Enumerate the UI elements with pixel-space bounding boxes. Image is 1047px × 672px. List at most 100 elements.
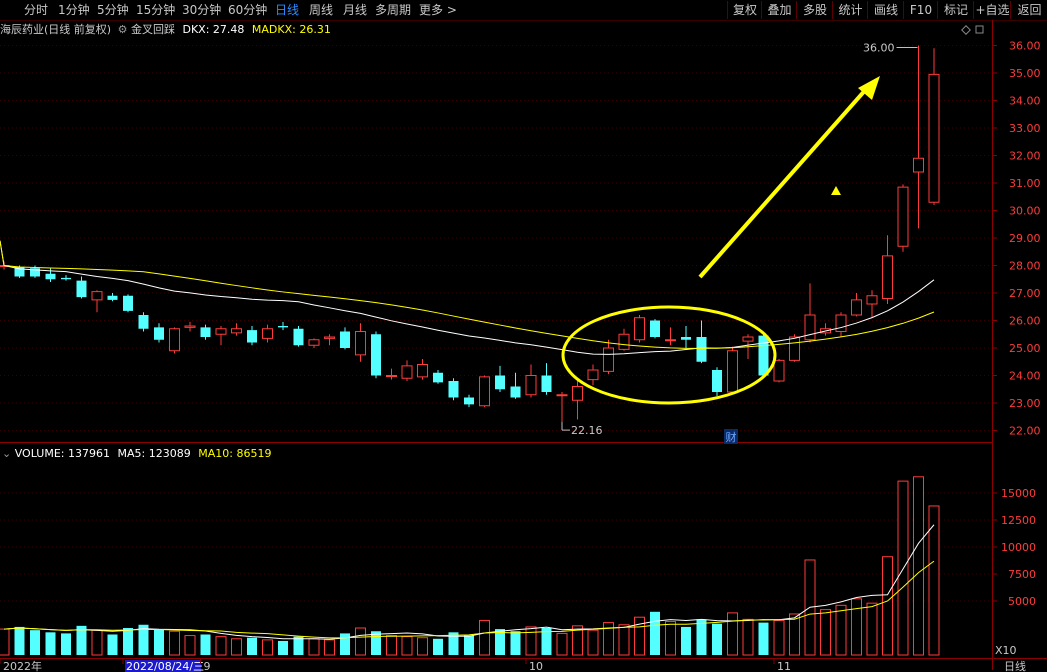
- volume-bar-down: [510, 631, 521, 655]
- price-tick-label: 22.00: [1009, 425, 1041, 438]
- period-tab-7[interactable]: 周线: [309, 3, 334, 17]
- period-tab-9[interactable]: 多周期: [375, 3, 412, 17]
- candle-body-up: [572, 386, 583, 401]
- price-tick-label: 34.00: [1009, 95, 1041, 108]
- candle-body-up: [742, 336, 754, 342]
- candle-body-down: [107, 295, 118, 300]
- candle-body-up: [355, 331, 366, 356]
- kline-chart[interactable]: 22.00 23.00 24.00 25.00 26.00 27.00 28.00 29.00…: [0, 20, 1047, 672]
- volume-bar-up: [169, 630, 180, 656]
- candle-body-up: [556, 394, 568, 397]
- period-tab-6[interactable]: 日线: [275, 3, 300, 17]
- volume-bar-up: [0, 628, 10, 656]
- period-tab-8[interactable]: 月线: [343, 3, 368, 17]
- candle-body-up: [262, 328, 273, 339]
- price-axis-labels: 22.00 23.00 24.00 25.00 26.00 27.00 28.00 29.00…: [1009, 40, 1041, 438]
- period-tab-4[interactable]: 30分钟: [182, 3, 222, 17]
- volume-bar-up: [742, 618, 754, 656]
- dkx-value: 27.48: [212, 23, 245, 36]
- candle-body-down: [340, 331, 350, 348]
- candle-body-down: [76, 280, 87, 298]
- volume-value: 137961: [68, 447, 110, 460]
- price-tick-label: 28.00: [1009, 260, 1041, 273]
- volume-bar-down: [293, 636, 304, 655]
- period-label: 日线: [1004, 659, 1026, 672]
- collapse-icon[interactable]: ⌄: [2, 447, 12, 460]
- chart-frame: [0, 20, 1047, 670]
- price-tick-label: 24.00: [1009, 370, 1041, 383]
- candle-body-up: [308, 339, 320, 346]
- volume-bar-down: [495, 629, 505, 655]
- volume-bar-down: [696, 619, 707, 655]
- volume-bar-up: [587, 629, 599, 656]
- volume-bar-down: [30, 630, 40, 655]
- candle-body-down: [371, 334, 381, 376]
- toolbar-button-4[interactable]: 画线: [867, 1, 904, 19]
- volume-bar-up: [913, 476, 924, 656]
- candle-body-up: [525, 375, 537, 396]
- volume-bar-down: [61, 633, 71, 655]
- ma10-value: 86519: [236, 447, 272, 460]
- candle-body-down: [61, 277, 71, 280]
- indicator-lines: [0, 240, 935, 355]
- volume-bar-up: [603, 622, 614, 656]
- volume-bar-down: [45, 632, 56, 655]
- volume-bar-down: [340, 633, 350, 655]
- candle-body-up: [773, 359, 785, 382]
- price-info-line: 海辰药业(日线 前复权) ⚙ 金叉回踩 DKX: 27.48 MADKX: 26…: [0, 22, 331, 38]
- toolbar-button-1[interactable]: 叠加: [761, 1, 797, 19]
- date-axis: 2022年 2022/08/24/三 9 10 11 日线: [0, 658, 1026, 672]
- candle-body-down: [495, 375, 505, 390]
- candle-body-up: [184, 325, 196, 328]
- candle-body-down: [30, 268, 40, 277]
- period-tab-0[interactable]: 分时: [24, 3, 49, 17]
- candle-body-down: [758, 335, 769, 376]
- candle-body-up: [587, 369, 599, 381]
- volume-tick-label: 5000: [1008, 595, 1036, 608]
- volume-bar-down: [650, 611, 660, 655]
- toolbar-button-5[interactable]: F10: [903, 1, 938, 19]
- finance-marker: 财: [726, 430, 737, 444]
- volume-bar-down: [681, 626, 691, 655]
- candle-body-down: [45, 273, 56, 280]
- toolbar-button-8[interactable]: 返回: [1010, 1, 1047, 19]
- toolbar-button-3[interactable]: 统计: [832, 1, 868, 19]
- candle-body-down: [200, 327, 211, 337]
- candle-body-down: [123, 295, 133, 311]
- volume-bar-up: [928, 505, 940, 656]
- volume-bar-up: [308, 638, 320, 656]
- candle-body-down: [247, 330, 257, 343]
- candle-body-up: [634, 317, 645, 341]
- volume-ma10-line: [3, 560, 935, 639]
- period-tab-5[interactable]: 60分钟: [228, 3, 268, 17]
- date-label: 11: [777, 660, 791, 672]
- volume-bar-down: [200, 634, 211, 655]
- candle-body-up: [913, 157, 924, 173]
- candle-body-up: [804, 314, 816, 341]
- period-tab-1[interactable]: 1分钟: [58, 3, 90, 17]
- toolbar-button-7[interactable]: +自选: [973, 1, 1011, 19]
- toolbar-button-6[interactable]: 标记: [937, 1, 974, 19]
- volume-bar-up: [262, 639, 273, 656]
- volume-bar-down: [76, 625, 87, 655]
- volume-bars: [0, 476, 940, 656]
- period-tab-3[interactable]: 15分钟: [136, 3, 176, 17]
- settings-gear-icon[interactable]: ⚙: [117, 23, 128, 36]
- candle-body-down: [696, 337, 707, 362]
- toolbar-button-2[interactable]: 多股: [796, 1, 833, 19]
- volume-bar-up: [417, 637, 428, 656]
- volume-bar-up: [231, 638, 242, 656]
- volume-bar-up: [184, 635, 196, 656]
- volume-bar-up: [820, 609, 831, 656]
- ma10-label: MA10:: [198, 447, 233, 460]
- candle-body-down: [681, 337, 691, 340]
- price-tick-label: 33.00: [1009, 122, 1041, 135]
- period-tab-2[interactable]: 5分钟: [97, 3, 129, 17]
- candle-body-down: [510, 386, 521, 398]
- candle-body-up: [835, 314, 847, 332]
- madkx-line: [0, 240, 935, 349]
- period-tab-10[interactable]: 更多 >: [419, 3, 457, 17]
- volume-bar-up: [882, 556, 893, 656]
- toolbar-button-0[interactable]: 复权: [727, 1, 762, 19]
- annotations: 36.00 22.16 财 X10: [561, 25, 1017, 657]
